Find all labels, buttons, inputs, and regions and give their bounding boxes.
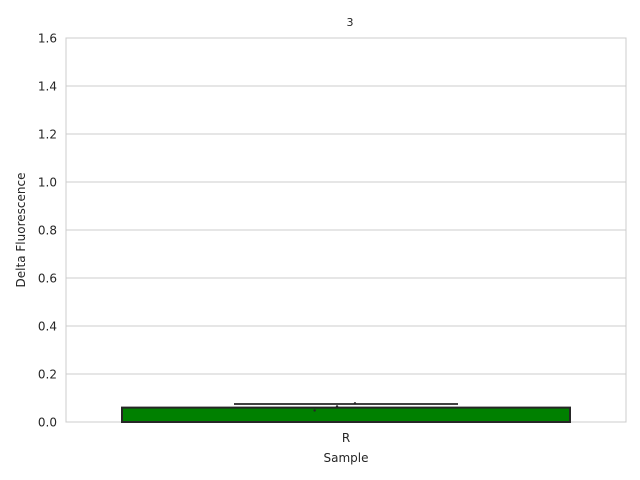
y-tick-label: 1.4 [38,80,57,94]
y-axis-title: Delta Fluorescence [14,173,28,288]
data-point [335,405,339,408]
bars [121,406,571,424]
y-tick-label: 0.6 [38,272,57,286]
x-tick-labels: R [342,431,350,445]
data-point [313,409,316,412]
y-tick-label: 0.8 [38,224,57,238]
x-tick-label: R [342,431,350,445]
y-tick-label: 0.0 [38,416,57,430]
chart-title: 3 [347,16,354,29]
grid-lines [66,37,626,423]
y-tick-label: 1.6 [38,32,57,46]
x-axis-title: Sample [324,451,369,465]
data-points [313,402,357,412]
y-tick-label: 0.2 [38,368,57,382]
y-tick-label: 0.4 [38,320,57,334]
bar [121,406,571,424]
y-tick-label: 1.2 [38,128,57,142]
y-tick-labels: 0.0 0.2 0.4 0.6 0.8 1.0 1.2 1.4 1.6 [38,32,57,430]
data-point [353,402,357,405]
y-tick-label: 1.0 [38,176,57,190]
